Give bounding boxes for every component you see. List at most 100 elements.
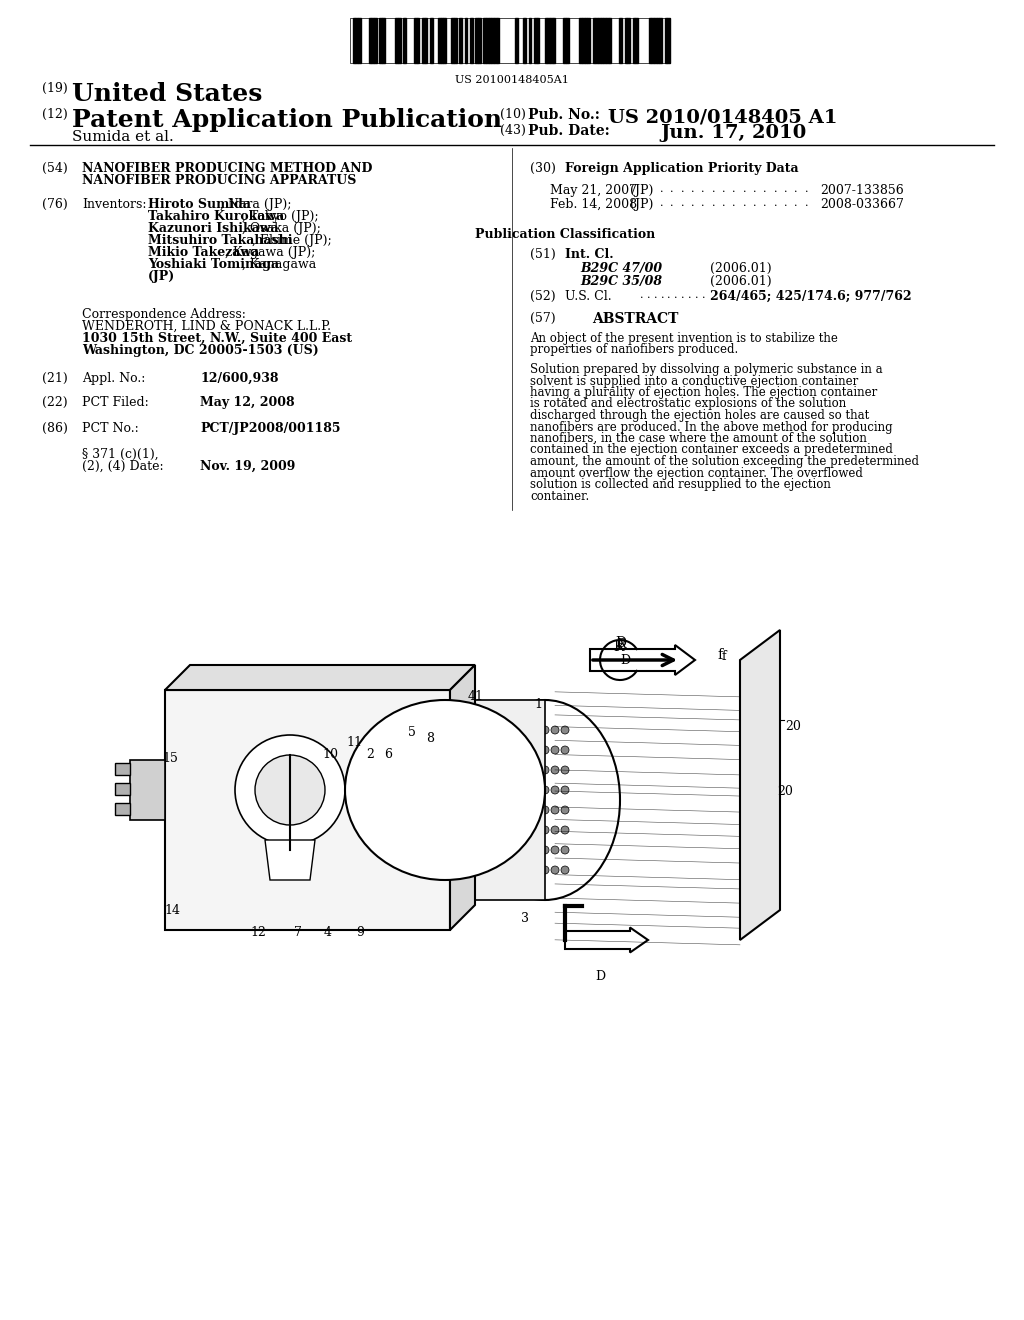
Bar [115, 763, 130, 775]
Text: (52): (52) [530, 290, 556, 304]
Bar [483, 18, 486, 63]
Text: Pub. Date:: Pub. Date: [528, 124, 609, 139]
Circle shape [531, 846, 539, 854]
Text: 12: 12 [250, 927, 266, 939]
Text: US 2010/0148405 A1: US 2010/0148405 A1 [608, 108, 838, 125]
Text: B29C 47/00: B29C 47/00 [580, 261, 663, 275]
Bar [608, 18, 611, 63]
Text: .: . [660, 183, 664, 194]
Text: (57): (57) [530, 312, 556, 325]
Polygon shape [165, 665, 475, 690]
Text: .: . [660, 198, 664, 209]
Bar [395, 18, 398, 63]
Text: PCT No.:: PCT No.: [82, 422, 138, 436]
Bar [374, 18, 377, 63]
Text: .: . [712, 183, 715, 194]
Bar [417, 18, 420, 63]
Text: , Osaka (JP);: , Osaka (JP); [242, 222, 321, 235]
FancyArrow shape [590, 645, 695, 675]
Circle shape [521, 726, 529, 734]
Text: .: . [660, 290, 664, 300]
Bar [369, 18, 372, 63]
Text: container.: container. [530, 490, 589, 503]
Text: .: . [784, 198, 787, 209]
Bar [603, 18, 606, 63]
Bar [454, 18, 457, 63]
Bar [425, 18, 427, 63]
Text: 8: 8 [426, 733, 434, 744]
Text: (76): (76) [42, 198, 68, 211]
Text: 2: 2 [366, 748, 374, 762]
Circle shape [551, 746, 559, 754]
Text: , Tokyo (JP);: , Tokyo (JP); [242, 210, 318, 223]
Bar [494, 18, 497, 63]
Bar [438, 18, 440, 63]
Text: .: . [742, 183, 746, 194]
Polygon shape [265, 840, 315, 880]
Text: .: . [753, 198, 757, 209]
Text: (22): (22) [42, 396, 68, 409]
Bar [115, 803, 130, 814]
Bar [478, 18, 480, 63]
Text: .: . [712, 198, 715, 209]
Circle shape [551, 826, 559, 834]
Bar [528, 18, 531, 63]
Text: amount overflow the ejection container. The overflowed: amount overflow the ejection container. … [530, 466, 863, 479]
Bar [606, 18, 608, 63]
Bar [534, 18, 537, 63]
Text: Yoshiaki Tominaga: Yoshiaki Tominaga [148, 257, 280, 271]
Bar [403, 18, 406, 63]
Bar [452, 18, 454, 63]
Text: .: . [694, 290, 698, 300]
Text: 2008-033667: 2008-033667 [820, 198, 904, 211]
Circle shape [551, 807, 559, 814]
Text: Jun. 17, 2010: Jun. 17, 2010 [660, 124, 806, 143]
Text: Correspondence Address:: Correspondence Address: [82, 308, 246, 321]
Text: (19): (19) [42, 82, 68, 95]
Circle shape [521, 807, 529, 814]
Bar [497, 18, 500, 63]
Bar [595, 18, 598, 63]
Bar [656, 18, 659, 63]
Text: , Kagawa (JP);: , Kagawa (JP); [225, 246, 315, 259]
Text: 7: 7 [294, 927, 302, 939]
Text: An object of the present invention is to stabilize the: An object of the present invention is to… [530, 333, 838, 345]
Text: .: . [674, 290, 678, 300]
Text: ABSTRACT: ABSTRACT [592, 312, 678, 326]
Bar [398, 18, 400, 63]
Circle shape [541, 826, 549, 834]
Circle shape [521, 766, 529, 774]
Bar [443, 18, 446, 63]
Text: .: . [732, 183, 736, 194]
Circle shape [561, 746, 569, 754]
Text: nanofibers are produced. In the above method for producing: nanofibers are produced. In the above me… [530, 421, 893, 433]
Text: amount, the amount of the solution exceeding the predetermined: amount, the amount of the solution excee… [530, 455, 919, 469]
Circle shape [541, 866, 549, 874]
Bar [523, 18, 526, 63]
Bar [414, 18, 417, 63]
Text: Sumida et al.: Sumida et al. [72, 129, 174, 144]
Text: .: . [764, 198, 767, 209]
Text: properties of nanofibers produced.: properties of nanofibers produced. [530, 343, 738, 356]
Bar [352, 18, 355, 63]
Text: Takahiro Kurokawa: Takahiro Kurokawa [148, 210, 285, 223]
Text: .: . [784, 183, 787, 194]
Text: (12): (12) [42, 108, 68, 121]
Bar [668, 18, 670, 63]
Text: .: . [647, 290, 650, 300]
Text: (2006.01): (2006.01) [710, 261, 772, 275]
Text: NANOFIBER PRODUCING METHOD AND: NANOFIBER PRODUCING METHOD AND [82, 162, 373, 176]
Text: (86): (86) [42, 422, 68, 436]
Text: is rotated and electrostatic explosions of the solution: is rotated and electrostatic explosions … [530, 397, 846, 411]
Bar [635, 18, 638, 63]
Text: R: R [616, 638, 626, 651]
Circle shape [531, 746, 539, 754]
Text: Pub. No.:: Pub. No.: [528, 108, 600, 121]
Text: May 12, 2008: May 12, 2008 [200, 396, 295, 409]
Bar [550, 18, 553, 63]
Text: .: . [753, 183, 757, 194]
Text: solution is collected and resupplied to the ejection: solution is collected and resupplied to … [530, 478, 830, 491]
Ellipse shape [470, 700, 620, 900]
Bar [553, 18, 555, 63]
Text: D: D [615, 636, 627, 649]
